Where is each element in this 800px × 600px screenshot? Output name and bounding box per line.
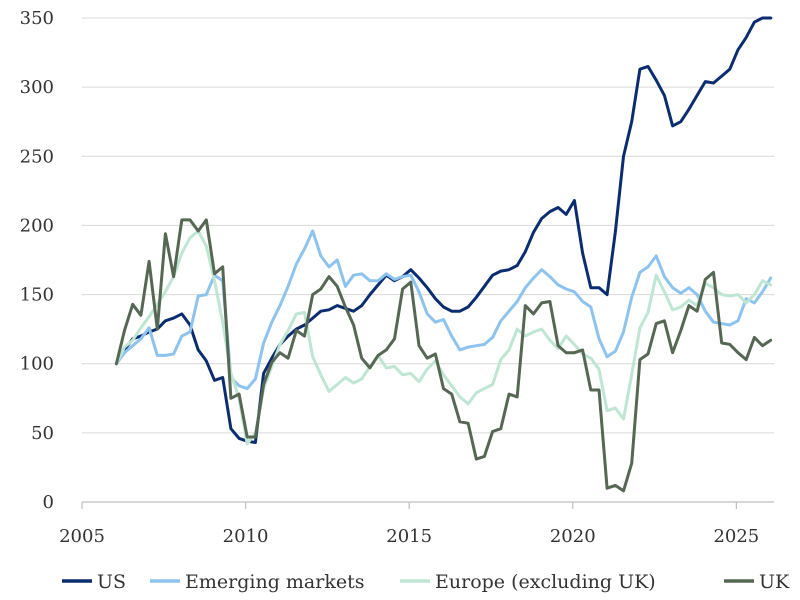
legend-label: Europe (excluding UK) — [435, 571, 656, 593]
axes: 0 50 100 150 200 250 300 350 2005 2010 2015 2020 202… — [20, 8, 774, 547]
y-tick-label: 300 — [20, 77, 54, 98]
legend-label: Emerging markets — [185, 571, 364, 593]
y-tick-label: 250 — [20, 146, 54, 167]
series-line-us — [114, 16, 773, 444]
y-tick-label: 50 — [31, 423, 54, 444]
gridlines — [82, 17, 774, 434]
y-tick-label: 100 — [20, 354, 54, 375]
x-tick-label: 2020 — [550, 526, 596, 547]
y-tick-label: 200 — [20, 215, 54, 236]
x-tick-label: 2025 — [713, 526, 759, 547]
series-line-europe-excluding-uk — [114, 229, 773, 446]
legend-label: UK — [759, 571, 790, 593]
legend: US Emerging markets Europe (excluding UK) U… — [62, 571, 790, 593]
series-line-uk — [114, 218, 773, 493]
legend-label: US — [97, 571, 126, 593]
x-tick-label: 2005 — [59, 526, 105, 547]
y-tick-label: 150 — [20, 285, 54, 306]
x-tick-label: 2015 — [386, 526, 432, 547]
series-lines — [114, 16, 773, 493]
y-tick-label: 0 — [43, 492, 54, 513]
y-tick-label: 350 — [20, 8, 54, 29]
x-tick-label: 2010 — [223, 526, 269, 547]
